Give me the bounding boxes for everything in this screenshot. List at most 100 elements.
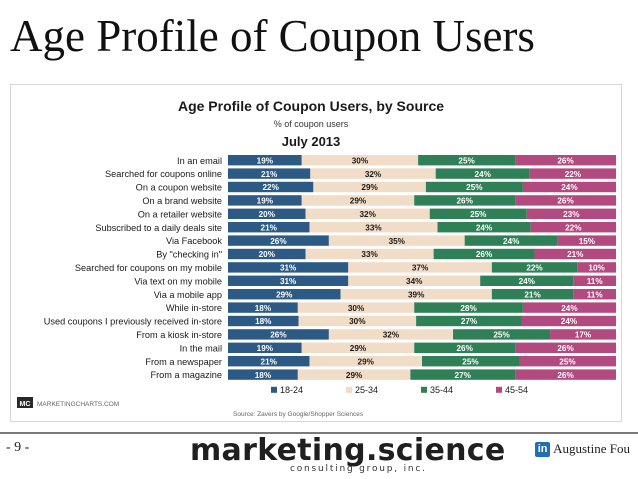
source-note: Source: Zavers by Google/Shopper Science… xyxy=(233,411,364,418)
data-label: 32% xyxy=(383,331,400,340)
data-label: 29% xyxy=(358,357,375,366)
bar-segment xyxy=(522,302,616,313)
bar-segment xyxy=(414,342,516,353)
bar-segment xyxy=(297,369,411,380)
legend-swatch xyxy=(271,386,277,393)
data-label: 19% xyxy=(257,344,274,353)
data-label: 24% xyxy=(476,223,493,232)
data-label: 32% xyxy=(359,210,376,219)
bar-segment xyxy=(228,181,314,193)
data-label: 19% xyxy=(257,156,274,165)
bar-segment xyxy=(573,275,616,286)
category-label: By "checking in" xyxy=(156,250,222,260)
data-label: 25% xyxy=(462,357,479,366)
data-label: 27% xyxy=(455,371,472,380)
watermark-logo-box xyxy=(17,397,33,408)
bar-segment xyxy=(526,208,616,219)
bar-segment xyxy=(228,155,302,166)
data-label: 30% xyxy=(352,156,369,165)
data-label: 26% xyxy=(456,197,473,206)
data-label: 21% xyxy=(524,290,541,299)
stacked-bar-chart: Age Profile of Coupon Users, by Source %… xyxy=(17,98,616,418)
legend-label: 45-54 xyxy=(505,385,528,395)
watermark-logo: MC xyxy=(20,401,31,408)
data-label: 24% xyxy=(475,170,492,179)
data-label: 25% xyxy=(458,156,475,165)
data-label: 29% xyxy=(276,290,293,299)
author: in Augustine Fou xyxy=(535,441,630,457)
data-label: 23% xyxy=(563,210,580,219)
data-label: 33% xyxy=(361,250,378,259)
bar-segment xyxy=(521,315,616,327)
bar-segment xyxy=(228,329,329,340)
bars-group: 19% 30% 25% 26%21% 32% 24% 22%22% 29% 25% 24%19% 2… xyxy=(228,155,616,380)
watermark: MC MARKETINGCHARTS.COM xyxy=(17,397,119,408)
bar-segment xyxy=(348,262,492,273)
data-label: 31% xyxy=(280,264,297,273)
bar-segment xyxy=(228,302,298,313)
data-label: 21% xyxy=(261,223,278,232)
bar-segment xyxy=(410,369,516,380)
bar-segment xyxy=(480,275,574,286)
data-label: 25% xyxy=(470,210,487,219)
category-label: From a kiosk in-store xyxy=(136,330,222,340)
bar-segment xyxy=(437,222,531,233)
bar-segment xyxy=(301,342,415,353)
bar-segment xyxy=(491,262,578,273)
data-label: 18% xyxy=(255,371,272,380)
bar-segment xyxy=(228,369,298,380)
bar-segment xyxy=(298,315,417,327)
footer-divider xyxy=(0,432,638,434)
data-label: 31% xyxy=(280,277,297,286)
author-name: Augustine Fou xyxy=(553,441,630,456)
data-label: 22% xyxy=(526,264,543,273)
logo-sub-text: consulting group, inc. xyxy=(290,464,427,474)
bar-segment xyxy=(228,315,299,327)
category-label: From a newspaper xyxy=(145,357,222,367)
category-label: In an email xyxy=(177,156,222,166)
data-label: 33% xyxy=(365,223,382,232)
category-label: Via text on my mobile xyxy=(134,276,222,286)
bar-segment xyxy=(491,289,574,300)
slide-title: Age Profile of Coupon Users xyxy=(10,11,535,61)
data-label: 26% xyxy=(270,237,287,246)
data-label: 25% xyxy=(466,183,483,192)
bar-segment xyxy=(297,302,415,313)
legend-swatch xyxy=(496,386,502,393)
chart-date: July 2013 xyxy=(282,134,341,149)
data-label: 21% xyxy=(567,250,584,259)
data-label: 18% xyxy=(255,304,272,313)
data-label: 34% xyxy=(406,277,423,286)
data-label: 28% xyxy=(460,304,477,313)
bar-segment xyxy=(515,342,616,353)
bar-segment xyxy=(228,248,306,260)
bar-segment xyxy=(464,235,558,246)
bar-segment xyxy=(433,248,535,260)
legend-label: 18-24 xyxy=(280,385,303,395)
category-label: Subscribed to a daily deals site xyxy=(95,223,222,233)
bar-segment xyxy=(550,329,616,340)
category-label: Used coupons I previously received in-st… xyxy=(44,317,222,327)
bar-segment xyxy=(309,356,422,367)
data-label: 26% xyxy=(476,250,493,259)
chart-title: Age Profile of Coupon Users, by Source xyxy=(178,98,444,114)
data-label: 30% xyxy=(349,317,366,326)
category-label: Searched for coupons online xyxy=(105,169,222,179)
bar-segment xyxy=(228,342,302,353)
legend-label: 25-34 xyxy=(355,385,378,395)
data-label: 11% xyxy=(587,290,604,299)
bar-segment xyxy=(228,168,311,179)
data-label: 21% xyxy=(261,170,278,179)
data-label: 19% xyxy=(257,197,274,206)
bar-segment xyxy=(515,155,616,166)
bar-segment xyxy=(328,329,454,340)
category-label: Searched for coupons on my mobile xyxy=(75,263,222,273)
bar-segment xyxy=(416,315,522,327)
bar-segment xyxy=(340,289,492,300)
bar-segment xyxy=(301,195,415,206)
bar-segment xyxy=(515,195,616,206)
data-label: 26% xyxy=(557,197,574,206)
data-label: 11% xyxy=(587,277,604,286)
bar-segment xyxy=(522,181,616,193)
data-label: 29% xyxy=(350,197,367,206)
